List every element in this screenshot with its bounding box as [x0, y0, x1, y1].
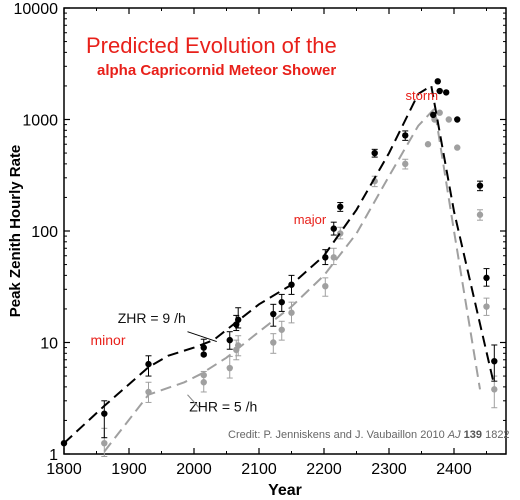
y-tick-label: 10 — [40, 336, 58, 353]
series-5h-data-point — [322, 282, 329, 290]
series-9h-data-point — [200, 351, 207, 358]
series-5h-model-curve — [103, 106, 481, 453]
series-9h-data-point — [330, 225, 337, 232]
series-9h-data-point — [454, 116, 461, 123]
series-9h-data-point — [322, 254, 329, 261]
series-9h-data-point — [288, 281, 295, 288]
y-tick-label: 10000 — [14, 1, 59, 18]
series-5h-data-point — [436, 109, 443, 116]
annotation-minor: minor — [90, 332, 125, 348]
series-9h-data-point — [200, 344, 207, 351]
annotation-major: major — [294, 212, 327, 227]
series-9h-data-point — [278, 298, 285, 306]
zhr5-leader-line — [187, 394, 200, 409]
x-tick-label: 2200 — [306, 461, 342, 478]
series-5h-data-point — [483, 303, 490, 310]
annotation-storm: storm — [406, 88, 439, 103]
series-5h-data-point — [330, 254, 337, 261]
series-5h-data-point — [476, 211, 484, 218]
x-tick-label: 1800 — [46, 461, 82, 478]
series-5h-data-point — [270, 339, 277, 346]
chart-subtitle: alpha Capricornid Meteor Shower — [97, 62, 337, 79]
series-5h-data-point — [278, 326, 285, 333]
chart-title: Predicted Evolution of the — [86, 33, 337, 58]
series-5h-data-point — [491, 386, 498, 393]
y-axis-title: Peak Zenith Hourly Rate — [7, 145, 24, 318]
annotation-zhr-9-h: ZHR = 9 /h — [118, 310, 186, 326]
series-5h-data-point — [101, 439, 108, 447]
y-tick-label: 1000 — [22, 113, 58, 130]
series-5h-data-point — [145, 388, 152, 396]
series-9h-data-point — [430, 111, 437, 119]
credit-text: Credit: P. Jenniskens and J. Vaubaillon … — [228, 429, 510, 441]
series-5h-data-point — [200, 371, 207, 379]
series-9h-data-point — [145, 360, 152, 368]
series-5h-data-point — [235, 342, 242, 349]
series-9h-data-point — [436, 87, 443, 95]
x-tick-label: 2400 — [436, 461, 472, 478]
series-5h-data-point — [424, 141, 432, 148]
plot-frame — [63, 7, 507, 455]
series-9h-data-point — [235, 316, 242, 323]
zhr9-leader-line — [187, 331, 217, 343]
annotation-zhr-5-h: ZHR = 5 /h — [189, 399, 257, 415]
credit-prefix: Credit: P. Jenniskens and J. Vaubaillon … — [228, 429, 448, 441]
series-9h-data-point — [371, 149, 378, 157]
x-tick-label: 2000 — [176, 461, 212, 478]
x-axis-title: Year — [268, 482, 302, 499]
series-5h-data-point — [402, 160, 409, 168]
series-5h-data-point — [200, 379, 207, 386]
credit-journal: AJ — [447, 429, 461, 441]
series-9h-data-point — [434, 78, 441, 85]
series-5h-data-point — [445, 116, 452, 123]
series-9h-data-point — [443, 89, 450, 96]
series-9h-data-point — [101, 410, 108, 417]
y-tick-label: 100 — [31, 224, 58, 241]
series-9h-data-point — [337, 203, 344, 210]
x-tick-label: 2300 — [371, 461, 407, 478]
credit-page: 1822 — [485, 429, 510, 441]
series-9h-data-point — [483, 274, 490, 282]
series-5h-data-point — [288, 309, 295, 316]
x-tick-label: 2100 — [241, 461, 277, 478]
series-5h-data-point — [226, 364, 233, 372]
series-9h-data-point — [476, 182, 484, 189]
credit-volume: 139 — [463, 429, 483, 441]
series-9h-data-point — [491, 357, 498, 365]
series-9h-data-point — [402, 132, 409, 139]
series-9h-data-point — [60, 439, 68, 447]
series-9h-model-curve — [63, 84, 494, 444]
series-9h-data-point — [270, 310, 277, 318]
series-5h-data-point — [454, 144, 461, 151]
x-tick-label: 1900 — [111, 461, 147, 478]
series-9h-data-point — [226, 336, 233, 344]
y-tick-label: 1 — [49, 447, 58, 464]
